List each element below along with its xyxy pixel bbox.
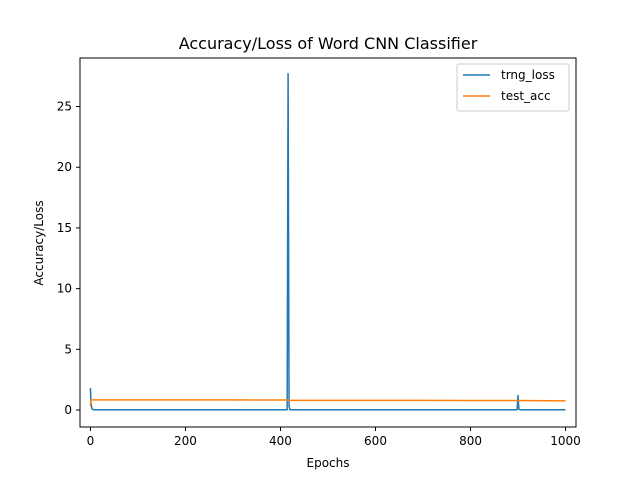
y-tick-label: 0 (64, 403, 72, 417)
axes: 0 200 400 600 800 1000 0 5 10 15 20 25 (57, 57, 581, 448)
x-tick-label: 1000 (550, 434, 581, 448)
x-tick-label: 400 (269, 434, 292, 448)
x-tick-label: 0 (87, 434, 95, 448)
legend-label-trng-loss: trng_loss (501, 68, 555, 82)
axes-frame (79, 57, 577, 428)
x-tick-label: 200 (174, 434, 197, 448)
plot-area (89, 73, 566, 411)
y-tick-label: 15 (57, 221, 72, 235)
y-tick-label: 10 (57, 282, 72, 296)
x-tick-label: 800 (459, 434, 482, 448)
y-axis-title: Accuracy/Loss (32, 200, 46, 285)
y-tick-label: 20 (57, 160, 72, 174)
series-line-trng-loss (89, 73, 566, 411)
y-tick-label: 5 (64, 342, 72, 356)
legend: trng_loss test_acc (456, 63, 570, 112)
x-axis-title: Epochs (307, 456, 350, 470)
x-tick-label: 600 (364, 434, 387, 448)
series-line-test-acc (89, 399, 566, 407)
chart-title: Accuracy/Loss of Word CNN Classifier (179, 34, 478, 53)
y-tick-label: 25 (57, 100, 72, 114)
legend-label-test-acc: test_acc (501, 89, 551, 103)
